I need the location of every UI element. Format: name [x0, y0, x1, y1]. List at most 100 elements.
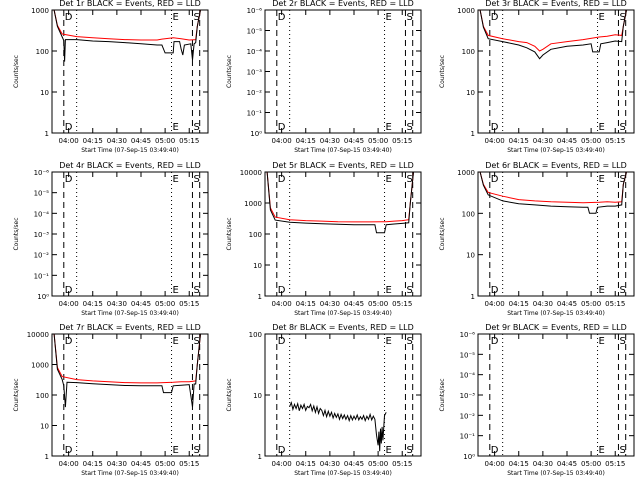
event-marker-bottom: D — [65, 285, 73, 296]
panel-det-3: Det 3r BLACK = Events, RED = LLD 1 10 100 10… — [439, 0, 635, 154]
y-tick-label: 10 — [253, 262, 262, 270]
x-tick-label: 04:15 — [83, 460, 103, 468]
event-marker-bottom: S — [406, 285, 412, 296]
x-tick-label: 05:15 — [392, 137, 412, 145]
panel-det-8: Det 8r BLACK = Events, RED = LLD 1 10 100 04… — [226, 323, 422, 477]
y-tick-label: 100 — [36, 392, 49, 400]
event-marker-top: E — [599, 174, 605, 185]
event-marker-bottom: E — [386, 445, 392, 456]
event-marker-top: S — [193, 336, 199, 347]
lld-series-line — [52, 9, 201, 41]
x-tick-label: 05:00 — [581, 137, 601, 145]
plot-frame — [477, 333, 635, 457]
panel-title: Det 5r BLACK = Events, RED = LLD — [272, 161, 414, 170]
y-tick-label: 10⁻¹ — [34, 272, 50, 280]
event-marker-bottom: E — [599, 445, 605, 456]
x-tick-label: 05:15 — [179, 300, 199, 308]
events-series-line — [265, 171, 414, 234]
y-tick-label: 10⁻² — [247, 89, 263, 97]
x-tick-label: 04:15 — [296, 460, 316, 468]
event-marker-bottom: D — [491, 445, 499, 456]
y-axis-title: Counts/sec — [226, 217, 233, 250]
x-tick-label: 04:45 — [344, 300, 364, 308]
event-marker-top: D — [278, 174, 286, 185]
x-tick-label: 04:45 — [557, 300, 577, 308]
x-tick-label: 04:45 — [344, 460, 364, 468]
event-marker-top: D — [491, 12, 499, 23]
x-tick-label: 04:00 — [59, 300, 79, 308]
panel-title: Det 6r BLACK = Events, RED = LLD — [485, 161, 627, 170]
event-marker-top: S — [406, 336, 412, 347]
event-marker-bottom: E — [599, 122, 605, 133]
y-tick-label: 1 — [471, 293, 475, 301]
event-marker-top: S — [193, 174, 199, 185]
panel-title: Det 1r BLACK = Events, RED = LLD — [59, 0, 201, 8]
panel-title: Det 4r BLACK = Events, RED = LLD — [59, 161, 201, 170]
event-marker-bottom: S — [193, 285, 199, 296]
x-tick-label: 04:30 — [533, 137, 553, 145]
y-axis-title: Counts/sec — [226, 55, 233, 88]
events-series-line — [478, 9, 627, 60]
x-tick-label: 05:15 — [605, 300, 625, 308]
x-axis-title: Start Time (07-Sep-15 03:49:40) — [507, 470, 605, 477]
y-tick-label: 10⁻¹ — [247, 110, 263, 118]
y-axis-title: Counts/sec — [13, 217, 20, 250]
event-marker-bottom: S — [619, 445, 625, 456]
x-tick-label: 04:45 — [131, 137, 151, 145]
y-axis-title: Counts/sec — [13, 55, 20, 88]
y-tick-label: 10⁰ — [250, 130, 262, 138]
y-tick-label: 1 — [45, 453, 49, 461]
panel-title: Det 3r BLACK = Events, RED = LLD — [485, 0, 627, 8]
x-tick-label: 04:00 — [59, 460, 79, 468]
event-marker-top: E — [599, 12, 605, 23]
event-marker-top: E — [599, 336, 605, 347]
event-marker-top: D — [65, 336, 73, 347]
y-tick-label: 1000 — [31, 362, 49, 370]
event-marker-top: S — [406, 12, 412, 23]
panel-title: Det 2r BLACK = Events, RED = LLD — [272, 0, 414, 8]
y-tick-label: 10⁻⁶ — [460, 331, 476, 339]
panel-title: Det 7r BLACK = Events, RED = LLD — [59, 323, 201, 332]
events-series-line — [478, 171, 627, 214]
event-marker-bottom: D — [491, 285, 499, 296]
event-marker-top: E — [173, 12, 179, 23]
x-axis-title: Start Time (07-Sep-15 03:49:40) — [81, 147, 179, 154]
x-tick-label: 04:00 — [272, 300, 292, 308]
x-tick-label: 04:45 — [131, 300, 151, 308]
y-tick-label: 10⁻⁵ — [247, 28, 263, 36]
events-series-line — [52, 333, 201, 408]
y-tick-label: 1 — [45, 130, 49, 138]
x-tick-label: 04:30 — [107, 300, 127, 308]
x-tick-label: 05:00 — [368, 300, 388, 308]
x-tick-label: 05:00 — [155, 137, 175, 145]
event-marker-bottom: E — [173, 285, 179, 296]
event-marker-top: D — [278, 336, 286, 347]
event-marker-bottom: E — [599, 285, 605, 296]
plot-frame — [477, 9, 635, 134]
y-tick-label: 1000 — [457, 7, 475, 15]
events-series-line — [289, 400, 387, 452]
x-tick-label: 04:30 — [320, 300, 340, 308]
x-tick-label: 04:15 — [509, 300, 529, 308]
event-marker-bottom: D — [65, 122, 73, 133]
y-tick-label: 100 — [249, 231, 262, 239]
plot-frame — [51, 171, 209, 297]
event-marker-bottom: D — [278, 445, 286, 456]
event-marker-bottom: D — [278, 285, 286, 296]
panel-det-6: Det 6r BLACK = Events, RED = LLD 1 10 100 10… — [439, 161, 635, 317]
event-marker-top: D — [278, 12, 286, 23]
panel-det-2: Det 2r BLACK = Events, RED = LLD 10⁰ 10⁻¹ 1… — [226, 0, 422, 154]
x-tick-label: 05:00 — [368, 460, 388, 468]
y-tick-label: 1 — [471, 130, 475, 138]
panel-det-9: Det 9r BLACK = Events, RED = LLD 10⁰ 10⁻¹ 1… — [439, 323, 635, 477]
y-tick-label: 10⁻⁴ — [460, 372, 476, 380]
x-tick-label: 04:15 — [509, 460, 529, 468]
y-tick-label: 10⁰ — [463, 453, 475, 461]
x-tick-label: 04:30 — [320, 460, 340, 468]
event-marker-top: E — [386, 12, 392, 23]
y-tick-label: 10 — [40, 89, 49, 97]
x-tick-label: 04:15 — [83, 137, 103, 145]
x-tick-label: 04:00 — [272, 137, 292, 145]
event-marker-bottom: D — [491, 122, 499, 133]
x-axis-title: Start Time (07-Sep-15 03:49:40) — [507, 147, 605, 154]
